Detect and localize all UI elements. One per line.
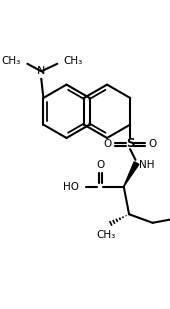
Text: NH: NH [139,160,154,170]
Polygon shape [124,162,139,187]
Text: CH₃: CH₃ [64,56,83,66]
Text: O: O [148,139,157,149]
Text: HO: HO [63,181,79,192]
Text: CH₃: CH₃ [2,56,21,66]
Text: N: N [37,66,45,75]
Text: O: O [104,139,112,149]
Text: S: S [126,137,134,150]
Text: CH₃: CH₃ [96,230,115,240]
Text: O: O [96,160,104,170]
